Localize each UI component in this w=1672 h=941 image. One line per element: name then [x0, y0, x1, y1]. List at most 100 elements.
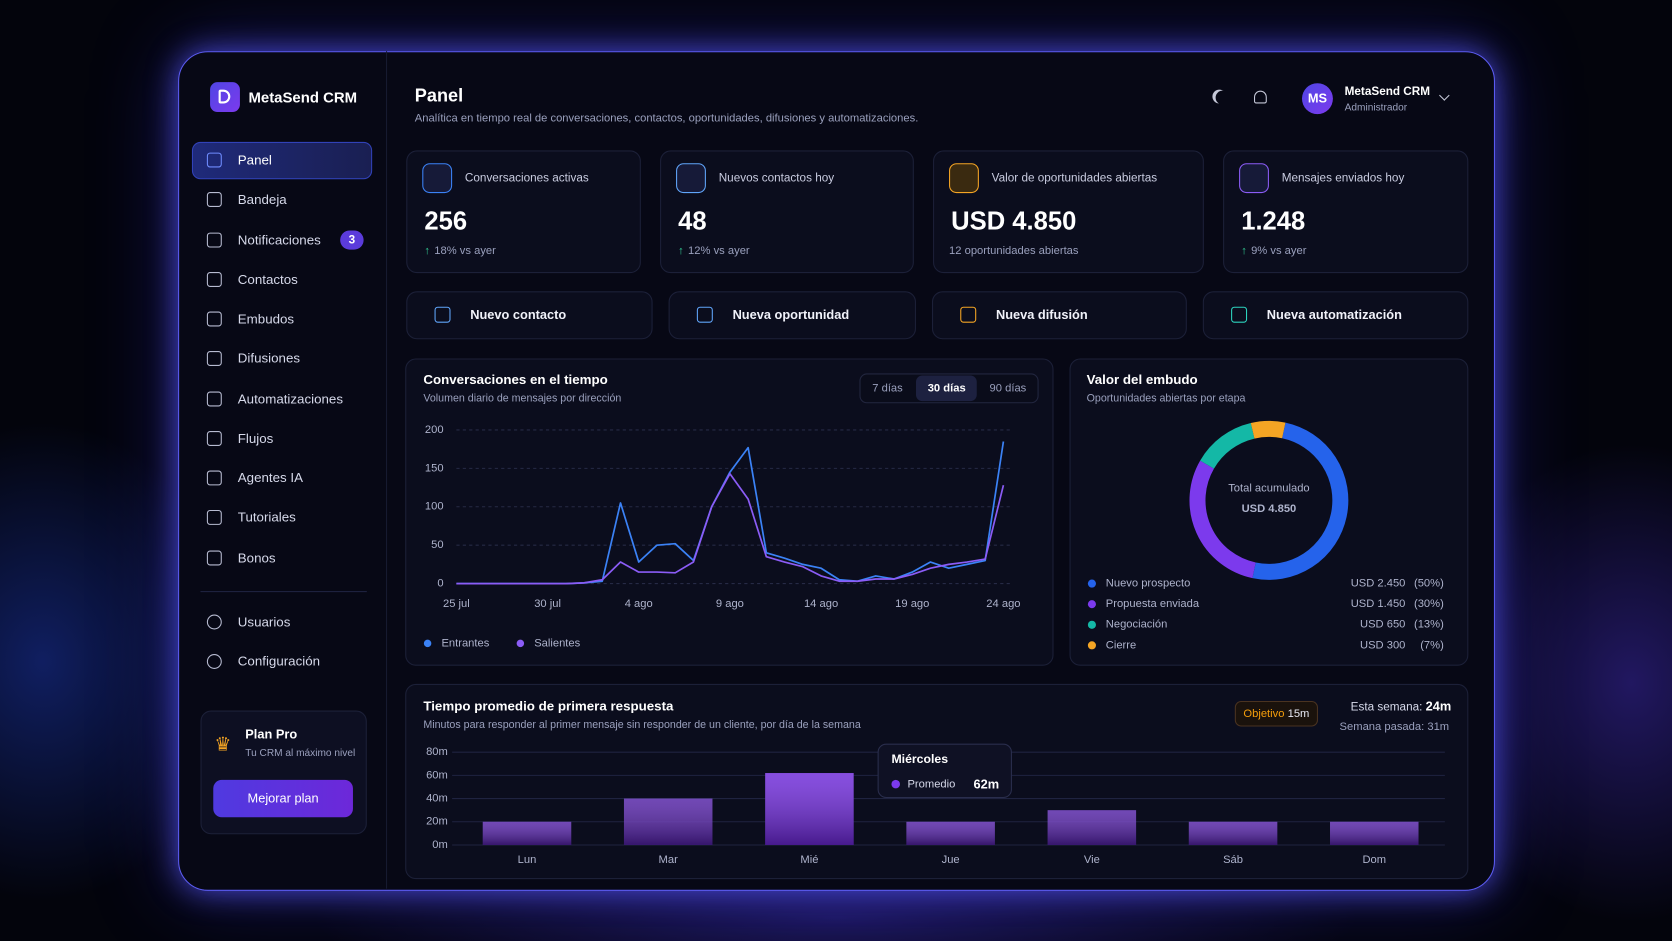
nav-item[interactable]: Flujos: [237, 431, 274, 446]
kpi-note: 12 oportunidades abiertas: [949, 244, 1079, 258]
trend-arrow: ↑: [424, 244, 430, 258]
kpi-value: 256: [424, 206, 468, 236]
kpi-delta: ↑ 9% vs ayer: [1241, 244, 1306, 257]
last-week: Semana pasada: 31m: [1340, 720, 1450, 733]
action-button[interactable]: [668, 291, 916, 340]
range-active-bg: [915, 375, 977, 402]
nav-icon: [206, 351, 222, 366]
kpi-value: 48: [678, 206, 707, 236]
nav-item[interactable]: Difusiones: [237, 351, 301, 366]
kpi-icon: [676, 163, 706, 194]
kpi-label: Mensajes enviados hoy: [1281, 171, 1405, 185]
notifications-button[interactable]: [1254, 90, 1267, 104]
plan-subtitle: Tu CRM al máximo nivel: [245, 747, 356, 760]
last-week-label: Semana pasada:: [1339, 720, 1425, 733]
kpi-delta: ↑ 18% vs ayer: [424, 244, 495, 257]
action-label[interactable]: Nuevo contacto: [470, 307, 567, 323]
action-button[interactable]: [1202, 291, 1469, 340]
upgrade-button[interactable]: Mejorar plan: [213, 779, 353, 818]
kpi-icon: [422, 163, 453, 194]
brand-logo-mark: [218, 89, 231, 104]
chart-title: Valor del embudo: [1086, 372, 1198, 388]
tooltip-title: Miércoles: [891, 753, 949, 767]
trend-arrow: ↑: [678, 244, 684, 258]
notification-badge: 3: [340, 230, 364, 250]
kpi-label: Nuevos contactos hoy: [718, 171, 835, 185]
kpi-delta-text: 9% vs ayer: [1251, 244, 1307, 258]
range-option[interactable]: 30 días: [927, 381, 966, 395]
tooltip-value: 62m: [973, 776, 1000, 792]
tooltip-series: Promedio: [907, 777, 956, 791]
tooltip-dot: [891, 779, 900, 789]
range-option[interactable]: 7 días: [872, 381, 903, 395]
this-week-value: 24m: [1425, 698, 1452, 714]
target-label: Objetivo: [1243, 707, 1285, 721]
kpi-label: Conversaciones activas: [464, 171, 589, 185]
nav-icon: [206, 311, 222, 327]
chart-subtitle: Oportunidades abiertas por etapa: [1086, 393, 1246, 405]
nav-icon: [206, 509, 222, 525]
nav-icon: [206, 614, 222, 630]
action-icon: [434, 306, 451, 323]
chart-subtitle: Volumen diario de mensajes por dirección: [423, 393, 622, 405]
brand-name: MetaSend CRM: [248, 88, 358, 106]
last-week-value: 31m: [1427, 720, 1450, 733]
kpi-delta-text: 12% vs ayer: [688, 244, 750, 258]
action-button[interactable]: [406, 291, 653, 340]
nav-item[interactable]: Tutoriales: [237, 509, 296, 525]
chart-subtitle: Minutos para responder al primer mensaje…: [423, 719, 861, 732]
nav-icon: [206, 391, 222, 407]
nav-item[interactable]: Automatizaciones: [237, 391, 344, 407]
nav-item[interactable]: Agentes IA: [237, 470, 304, 486]
action-icon: [1231, 306, 1248, 323]
nav-icon: [206, 272, 222, 287]
page-title: Panel: [414, 85, 464, 106]
nav-icon: [206, 470, 222, 486]
action-label[interactable]: Nueva oportunidad: [732, 307, 850, 323]
user-role: Administrador: [1344, 101, 1408, 114]
nav-item[interactable]: Bonos: [237, 550, 276, 566]
nav-item[interactable]: Bandeja: [237, 192, 287, 207]
nav-icon: [206, 152, 222, 168]
nav-item[interactable]: Usuarios: [237, 614, 291, 630]
this-week: Esta semana: 24m: [1351, 699, 1452, 714]
chart-title: Tiempo promedio de primera respuesta: [423, 698, 674, 714]
target-value: 15m: [1287, 707, 1310, 721]
action-icon: [960, 306, 977, 323]
chart-title: Conversaciones en el tiempo: [423, 372, 608, 388]
action-icon: [696, 306, 713, 323]
kpi-icon: [1239, 163, 1269, 194]
nav-item[interactable]: Contactos: [237, 272, 298, 287]
plan-title: Plan Pro: [245, 726, 298, 742]
kpi-delta: ↑ 12% vs ayer: [678, 244, 749, 257]
target-badge: Objetivo 15m: [1234, 700, 1318, 727]
action-label[interactable]: Nueva automatización: [1266, 307, 1402, 323]
theme-toggle[interactable]: [1216, 91, 1230, 105]
kpi-icon: [949, 163, 979, 194]
nav-active-bg: [191, 141, 373, 180]
this-week-label: Esta semana:: [1350, 700, 1423, 714]
nav-item[interactable]: Embudos: [237, 311, 295, 327]
nav-item[interactable]: Notificaciones: [237, 232, 321, 248]
tooltip: [877, 743, 1012, 799]
kpi-value: USD 4.850: [951, 206, 1077, 236]
user-avatar[interactable]: MS: [1301, 83, 1333, 115]
page-subtitle: Analítica en tiempo real de conversacion…: [414, 112, 919, 125]
action-button[interactable]: [931, 291, 1187, 340]
nav-icon: [206, 232, 222, 248]
nav-item[interactable]: Configuración: [237, 654, 321, 669]
crown-icon: ♛: [214, 733, 232, 755]
kpi-value: 1.248: [1241, 206, 1306, 236]
nav-icon: [206, 550, 222, 566]
nav-icon: [206, 431, 222, 446]
action-label[interactable]: Nueva difusión: [995, 307, 1088, 323]
range-option[interactable]: 90 días: [989, 381, 1027, 395]
nav-icon: [206, 192, 222, 207]
nav-icon: [206, 654, 222, 669]
trend-arrow: ↑: [1241, 244, 1247, 258]
nav-item[interactable]: Panel: [237, 152, 272, 168]
kpi-delta-text: 18% vs ayer: [434, 244, 496, 258]
user-name: MetaSend CRM: [1344, 85, 1431, 99]
sidebar: [178, 51, 388, 889]
